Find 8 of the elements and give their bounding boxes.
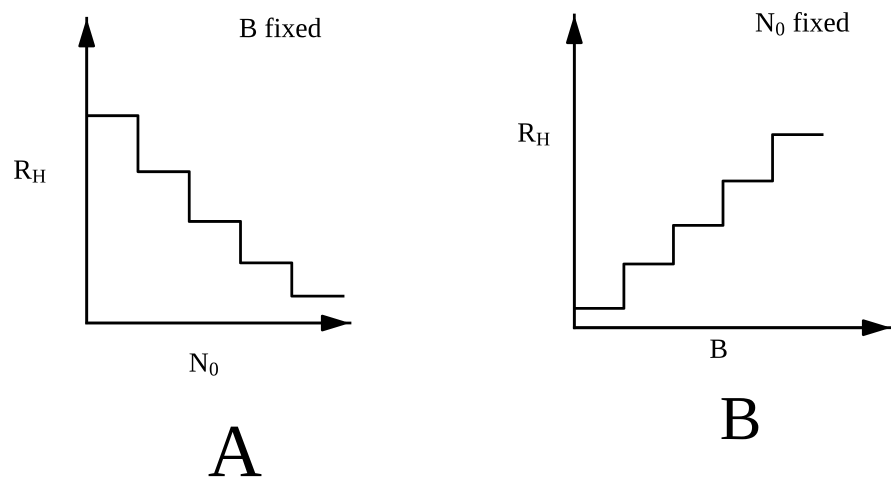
y-axis-title: R$_{H}$ xyxy=(518,123,550,146)
text: B xyxy=(722,398,758,440)
text: N$_{0}$ fixed xyxy=(756,12,850,36)
x-axis-title: N$_{0}$ xyxy=(190,353,218,376)
x-axis-title: B xyxy=(710,340,727,358)
text: A xyxy=(208,426,262,476)
text: B fixed xyxy=(240,18,322,38)
y-axis-title: R$_{H}$ xyxy=(14,160,46,183)
